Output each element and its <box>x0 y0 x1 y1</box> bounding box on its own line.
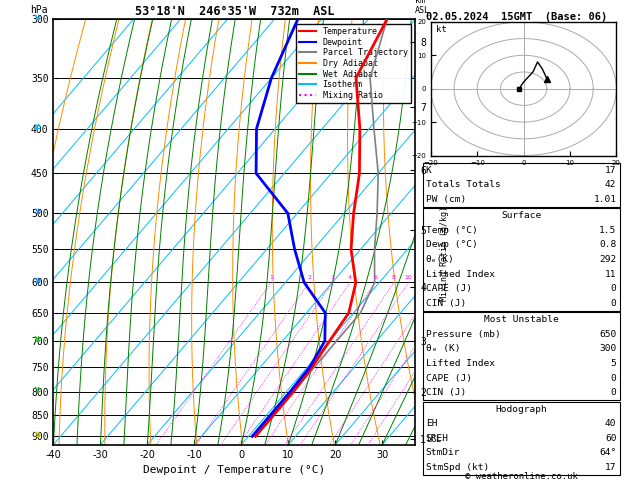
Text: Most Unstable: Most Unstable <box>484 315 559 324</box>
Text: 0: 0 <box>611 388 616 397</box>
Text: 0.8: 0.8 <box>599 241 616 249</box>
Text: Surface: Surface <box>501 211 541 220</box>
Text: 6: 6 <box>373 275 377 279</box>
Text: Totals Totals: Totals Totals <box>426 180 501 189</box>
Text: km
ASL: km ASL <box>415 0 430 15</box>
Text: kt: kt <box>435 25 446 34</box>
Text: K: K <box>426 166 431 174</box>
Text: 17: 17 <box>605 166 616 174</box>
Text: Dewp (°C): Dewp (°C) <box>426 241 477 249</box>
Text: 1: 1 <box>269 275 273 279</box>
Text: Lifted Index: Lifted Index <box>426 359 495 368</box>
Text: 1.01: 1.01 <box>593 195 616 204</box>
Text: SREH: SREH <box>426 434 449 443</box>
Text: 40: 40 <box>605 419 616 428</box>
Text: θₑ (K): θₑ (K) <box>426 345 460 353</box>
Text: 42: 42 <box>605 180 616 189</box>
Text: CIN (J): CIN (J) <box>426 299 466 308</box>
Text: 10: 10 <box>404 275 413 279</box>
Text: 0: 0 <box>611 374 616 382</box>
Text: 300: 300 <box>599 345 616 353</box>
Text: 8: 8 <box>392 275 396 279</box>
X-axis label: Dewpoint / Temperature (°C): Dewpoint / Temperature (°C) <box>143 465 325 475</box>
Text: Temp (°C): Temp (°C) <box>426 226 477 235</box>
Text: 11: 11 <box>605 270 616 278</box>
Text: 2: 2 <box>307 275 311 279</box>
Text: 1.5: 1.5 <box>599 226 616 235</box>
Title: 53°18'N  246°35'W  732m  ASL: 53°18'N 246°35'W 732m ASL <box>135 5 334 18</box>
Text: StmDir: StmDir <box>426 449 460 457</box>
Text: 3: 3 <box>331 275 335 279</box>
Text: 5: 5 <box>611 359 616 368</box>
Text: 292: 292 <box>599 255 616 264</box>
Text: 17: 17 <box>605 463 616 472</box>
Text: Pressure (mb): Pressure (mb) <box>426 330 501 339</box>
Text: PW (cm): PW (cm) <box>426 195 466 204</box>
Text: 0: 0 <box>611 284 616 293</box>
Text: Mixing Ratio (g/kg): Mixing Ratio (g/kg) <box>440 206 448 301</box>
Text: StmSpd (kt): StmSpd (kt) <box>426 463 489 472</box>
Text: 64°: 64° <box>599 449 616 457</box>
Text: CAPE (J): CAPE (J) <box>426 374 472 382</box>
Text: 60: 60 <box>605 434 616 443</box>
Text: CAPE (J): CAPE (J) <box>426 284 472 293</box>
Text: © weatheronline.co.uk: © weatheronline.co.uk <box>465 472 577 481</box>
Text: 650: 650 <box>599 330 616 339</box>
Text: hPa: hPa <box>30 5 48 15</box>
Text: Lifted Index: Lifted Index <box>426 270 495 278</box>
Text: θₑ(K): θₑ(K) <box>426 255 455 264</box>
Text: 4: 4 <box>348 275 352 279</box>
Text: Hodograph: Hodograph <box>495 405 547 414</box>
Legend: Temperature, Dewpoint, Parcel Trajectory, Dry Adiabat, Wet Adiabat, Isotherm, Mi: Temperature, Dewpoint, Parcel Trajectory… <box>296 24 411 103</box>
Text: 0: 0 <box>611 299 616 308</box>
Text: LCL: LCL <box>426 435 441 444</box>
Text: CIN (J): CIN (J) <box>426 388 466 397</box>
Text: EH: EH <box>426 419 437 428</box>
Text: 02.05.2024  15GMT  (Base: 06): 02.05.2024 15GMT (Base: 06) <box>426 12 607 22</box>
